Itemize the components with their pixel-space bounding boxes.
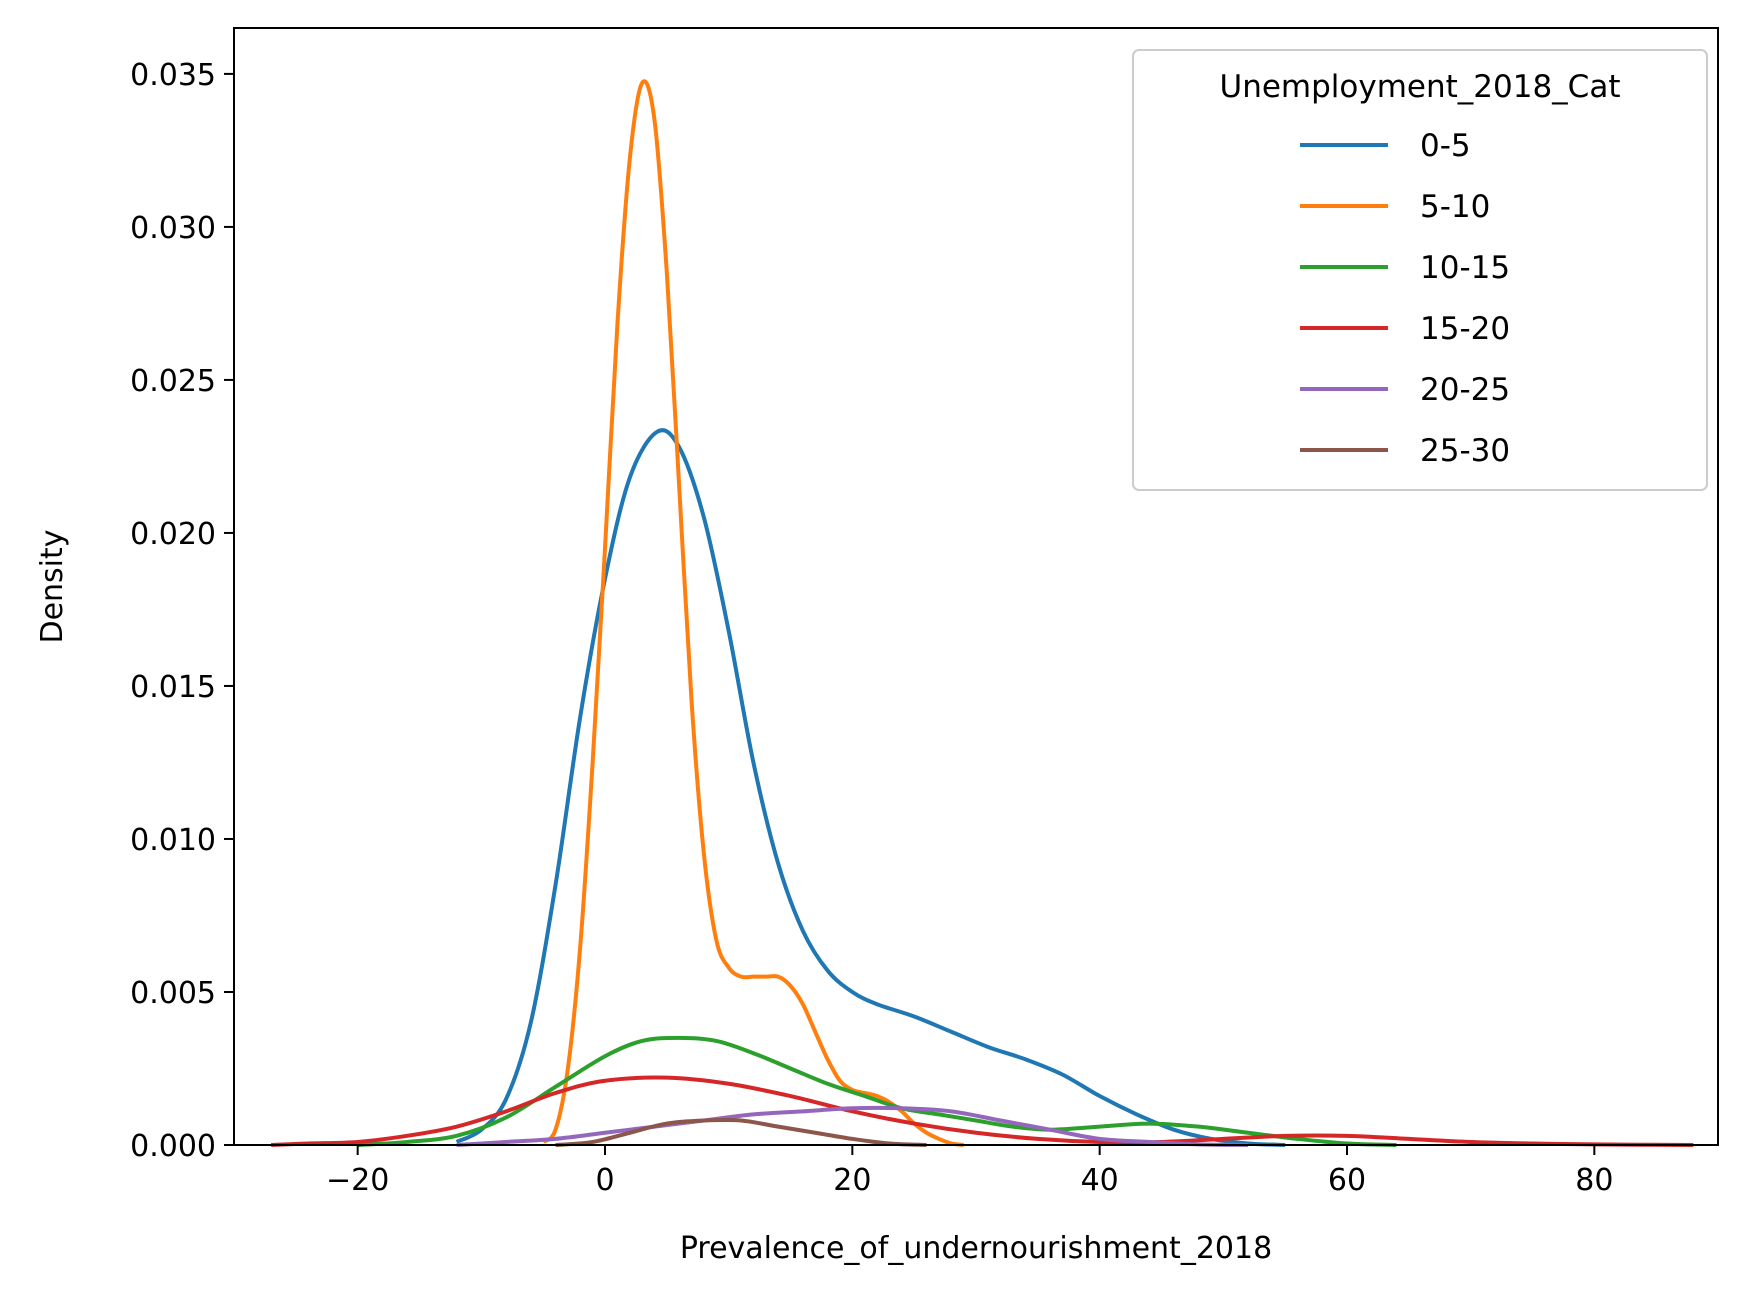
- y-tick-label: 0.005: [130, 976, 216, 1011]
- series-layer: [271, 79, 1694, 1147]
- legend-label-5-10: 5-10: [1420, 189, 1490, 225]
- y-tick-label: 0.025: [130, 364, 216, 399]
- legend-title: Unemployment_2018_Cat: [1220, 69, 1621, 105]
- y-tick-label: 0.035: [130, 58, 216, 93]
- y-tick-label: 0.020: [130, 517, 216, 552]
- y-tick-label: 0.000: [130, 1129, 216, 1164]
- series-line-0-5: [455, 428, 1286, 1147]
- y-tick-label: 0.030: [130, 211, 216, 246]
- legend-label-10-15: 10-15: [1420, 250, 1510, 286]
- legend-label-15-20: 15-20: [1420, 311, 1510, 347]
- series-line-5-10: [541, 79, 964, 1147]
- y-tick-label: 0.015: [130, 670, 216, 705]
- legend-label-25-30: 25-30: [1420, 433, 1510, 469]
- legend-items: 0-5 5-10 10-15 15-20 20-25 25-30: [1300, 128, 1510, 469]
- y-axis-label: Density: [35, 529, 70, 643]
- x-tick-label: 40: [1081, 1163, 1119, 1198]
- series-line-15-20: [271, 1075, 1694, 1147]
- y-tick-label: 0.010: [130, 823, 216, 858]
- x-tick-label: 80: [1575, 1163, 1613, 1198]
- legend-label-20-25: 20-25: [1420, 372, 1510, 408]
- series-line-25-30: [555, 1117, 927, 1147]
- plot-frame: [233, 27, 1719, 1146]
- x-tick-label: −20: [326, 1163, 389, 1198]
- legend: Unemployment_2018_Cat 0-5 5-10 10-15 15-20 2…: [1132, 49, 1708, 491]
- legend-box: [1132, 49, 1708, 491]
- x-tick-label: 60: [1328, 1163, 1366, 1198]
- x-tick-label: 0: [595, 1163, 614, 1198]
- series-line-10-15: [357, 1035, 1397, 1147]
- x-tick-label: 20: [833, 1163, 871, 1198]
- y-axis: 0.000 0.005 0.010 0.015 0.020 0.025 0.030 0.035: [130, 58, 234, 1164]
- legend-label-0-5: 0-5: [1420, 128, 1471, 164]
- series-line-20-25: [456, 1105, 1249, 1147]
- x-axis-label: Prevalence_of_undernourishment_2018: [680, 1231, 1272, 1266]
- x-axis: −20 0 20 40 60 80: [326, 1145, 1613, 1198]
